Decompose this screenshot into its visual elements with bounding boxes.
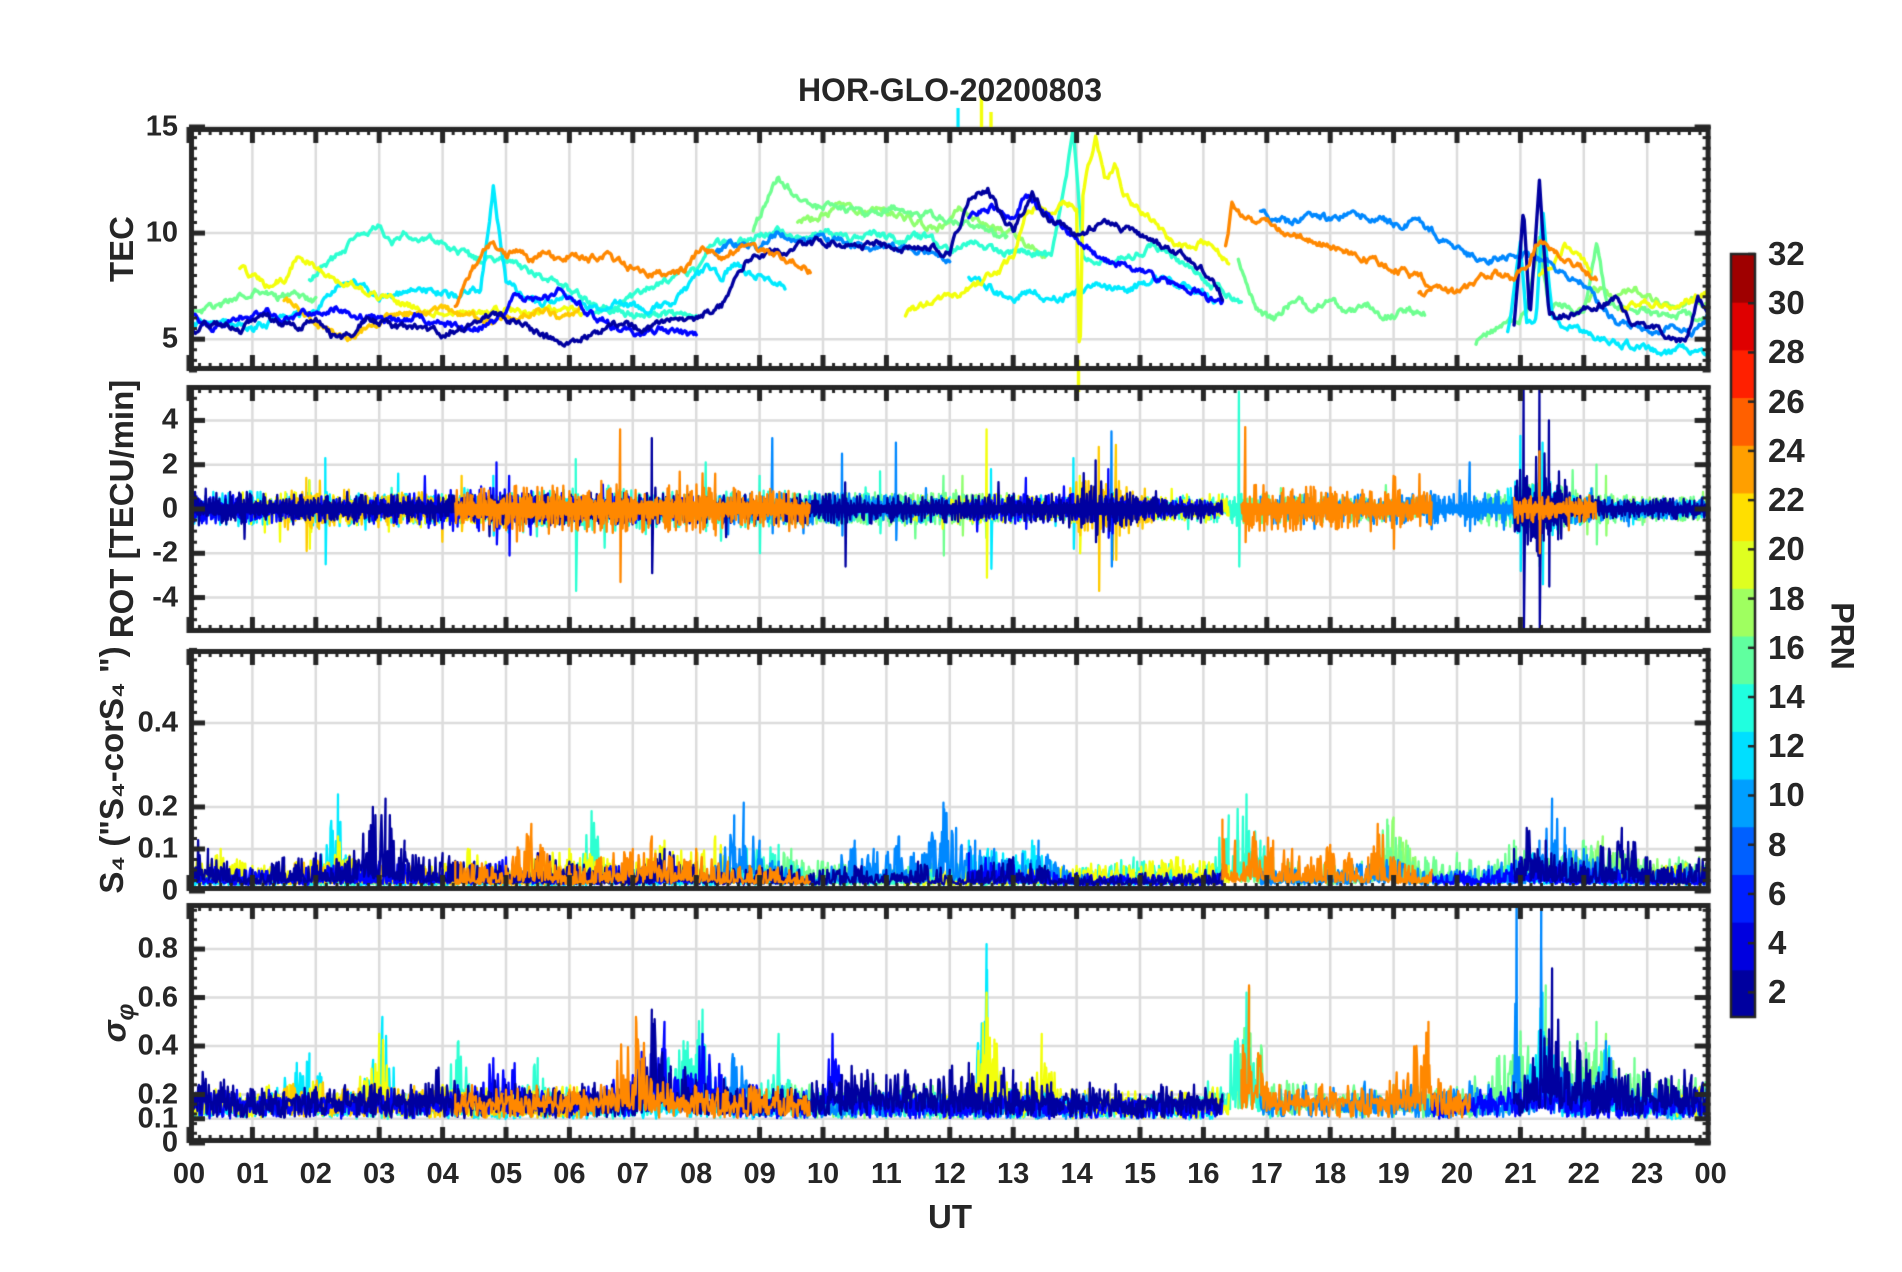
x-tick-label: 22 (1567, 1158, 1600, 1190)
colorbar-label-prn: PRN (1824, 602, 1861, 670)
y-tick-label: 0.1 (137, 832, 178, 865)
colorbar-tick-label: 14 (1768, 678, 1805, 716)
y-tick-label: 0.6 (137, 981, 178, 1014)
x-tick-label: 00 (172, 1158, 206, 1190)
colorbar-tick-label: 28 (1768, 333, 1805, 371)
x-tick-label: 06 (553, 1158, 586, 1190)
colorbar-tick-label: 12 (1768, 727, 1805, 765)
colorbar-tick-label: 10 (1768, 776, 1805, 814)
y-tick-label: 0.1 (137, 1102, 178, 1135)
x-tick-label: 10 (806, 1158, 840, 1190)
y-tick-label: 0 (161, 1126, 178, 1159)
x-tick-label: 17 (1250, 1158, 1283, 1190)
y-tick-label: 0.4 (137, 1029, 178, 1062)
x-tick-label: 03 (363, 1158, 396, 1190)
x-tick-label: 19 (1377, 1158, 1410, 1190)
y-tick-label: 2 (161, 448, 178, 481)
x-tick-label: 12 (933, 1158, 966, 1190)
colorbar-tick-label: 4 (1768, 924, 1787, 962)
y-tick-label: 0.4 (137, 706, 178, 739)
y-tick-label: 4 (161, 403, 178, 436)
x-tick-label: 21 (1504, 1158, 1537, 1190)
x-tick-label: 23 (1631, 1158, 1664, 1190)
y-tick-label: 0.2 (137, 790, 178, 823)
colorbar-tick-label: 8 (1768, 825, 1787, 863)
colorbar-tick-label: 30 (1768, 284, 1805, 322)
x-tick-label: 00 (1694, 1158, 1727, 1190)
chart-title: HOR-GLO-20200803 (797, 72, 1103, 108)
x-tick-label: 18 (1314, 1158, 1347, 1190)
colorbar-tick-label: 20 (1768, 530, 1805, 568)
colorbar-tick-label: 6 (1768, 874, 1787, 912)
x-tick-label: 08 (680, 1158, 713, 1190)
x-tick-label: 09 (743, 1158, 776, 1190)
x-tick-label: 14 (1060, 1158, 1093, 1190)
y-tick-label: 0 (161, 874, 178, 907)
y-tick-label: 0.2 (137, 1078, 178, 1110)
y-tick-label: 5 (161, 322, 178, 355)
x-tick-label: 04 (426, 1158, 459, 1190)
x-tick-label: 01 (236, 1158, 269, 1190)
x-tick-label: 11 (871, 1158, 902, 1190)
colorbar-tick-label: 22 (1768, 481, 1805, 519)
colorbar-tick-label: 26 (1768, 382, 1805, 420)
y-tick-label: 10 (145, 216, 178, 249)
y-tick-label: 0 (161, 492, 178, 525)
x-tick-label: 15 (1123, 1158, 1157, 1190)
y-tick-label: -4 (152, 581, 178, 614)
x-tick-label: 02 (299, 1158, 332, 1190)
x-tick-label: 20 (1440, 1158, 1474, 1190)
y-tick-label: 15 (145, 110, 178, 143)
colorbar-tick-label: 18 (1768, 579, 1805, 617)
y-tick-label: 0.8 (137, 932, 178, 965)
y-tick-label: -2 (152, 536, 178, 569)
colorbar-tick-label: 32 (1768, 235, 1805, 272)
xlabel-ut: UT (928, 1198, 972, 1235)
colorbar-tick-label: 2 (1768, 973, 1787, 1011)
x-tick-label: 16 (1187, 1158, 1220, 1190)
x-tick-label: 13 (997, 1158, 1030, 1190)
colorbar-tick-label: 24 (1768, 431, 1805, 469)
x-tick-label: 05 (489, 1158, 523, 1190)
colorbar-tick-label: 16 (1768, 628, 1805, 666)
x-tick-label: 07 (616, 1158, 649, 1190)
